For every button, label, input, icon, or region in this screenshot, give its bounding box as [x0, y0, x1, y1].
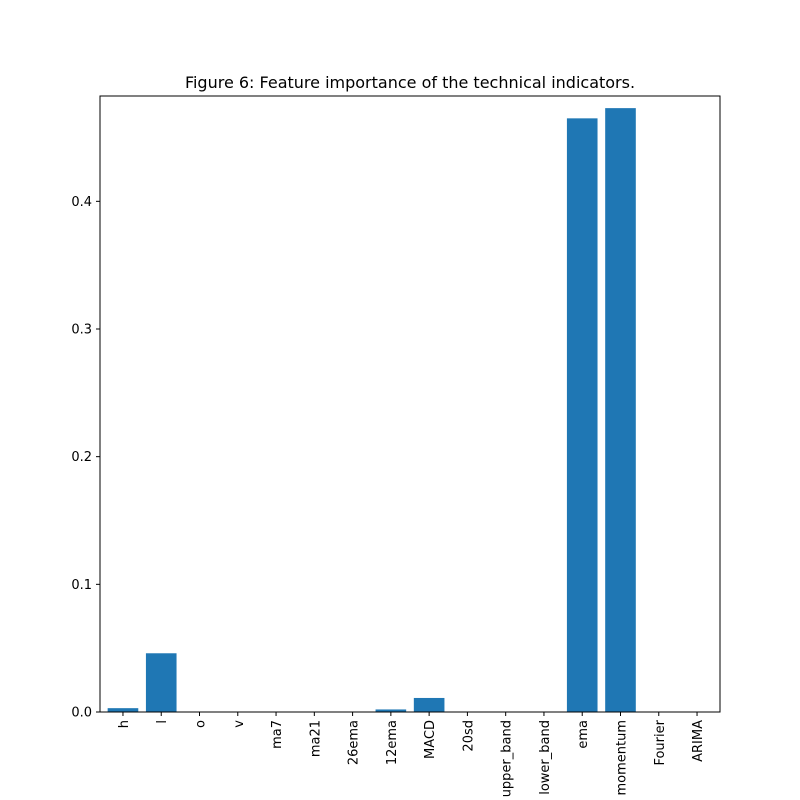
y-tick-label: 0.3 [71, 322, 92, 337]
x-tick-label: 20sd [461, 720, 476, 752]
y-tick-label: 0.2 [71, 450, 92, 465]
y-tick-label: 0.4 [71, 195, 92, 210]
x-tick-label: o [194, 720, 209, 728]
x-tick-label: 26ema [347, 720, 362, 765]
bar-momentum [605, 108, 636, 713]
y-axis-ticks: 0.0 0.1 0.2 0.3 0.4 [71, 195, 100, 721]
plot-area-frame [99, 95, 721, 713]
bar-l [145, 653, 177, 712]
x-tick-label: ARIMA [691, 720, 706, 762]
chart-title: Figure 6: Feature importance of the tech… [185, 73, 635, 92]
x-tick-label: 12ema [385, 720, 400, 765]
bar-ema [566, 118, 598, 712]
bars-group [107, 108, 636, 713]
bar-macd [413, 697, 445, 712]
bar-h [107, 708, 139, 712]
x-tick-label: l [155, 720, 170, 724]
x-tick-label: Fourier [653, 719, 668, 765]
x-tick-label: ma7 [270, 720, 285, 749]
x-tick-label: ma21 [308, 720, 323, 757]
bar-12ema [375, 709, 407, 712]
x-tick-label: v [232, 720, 247, 728]
x-tick-label: momentum [614, 720, 629, 796]
x-tick-label: lower_band [538, 720, 553, 795]
y-tick-label: 0.0 [71, 706, 92, 721]
x-tick-label: upper_band [500, 720, 515, 797]
x-tick-label: MACD [423, 720, 438, 759]
x-tick-label: ema [576, 720, 591, 749]
x-tick-label: h [117, 720, 132, 728]
y-tick-label: 0.1 [71, 578, 92, 593]
x-axis-ticks: h l o v ma7 ma21 26ema 12ema MACD 20sd upper_band l… [117, 712, 706, 797]
